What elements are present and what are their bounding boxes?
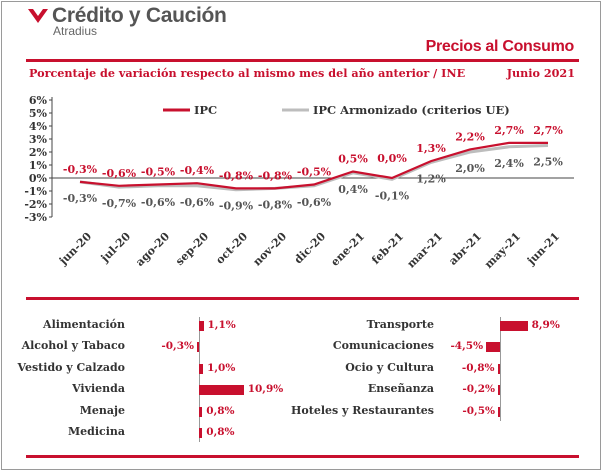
y-tick-label: 4% xyxy=(29,120,48,133)
bar-value-label: 1,1% xyxy=(207,318,236,331)
bar xyxy=(486,342,500,353)
x-tick-label: oct-20 xyxy=(213,230,250,267)
ipc-data-label: -0,6% xyxy=(102,167,137,180)
ipca-data-label: -0,3% xyxy=(63,192,98,205)
x-tick-label: jul-20 xyxy=(98,230,134,266)
y-tick-label: 2% xyxy=(29,146,48,159)
bar-value-label: 8,9% xyxy=(531,318,560,331)
ipc-data-label: -0,4% xyxy=(180,164,215,177)
bar xyxy=(497,363,500,374)
ipca-data-label: -0,6% xyxy=(297,196,332,209)
chart-subtitle: Porcentaje de variación respecto al mism… xyxy=(29,66,466,80)
bar-category-label: Transporte xyxy=(366,317,434,331)
bar xyxy=(498,385,500,396)
x-tick-label: abr-21 xyxy=(446,230,484,268)
bar xyxy=(199,320,204,331)
ipc-data-label: 1,3% xyxy=(416,142,446,155)
bar-category-label: Alimentación xyxy=(43,317,125,331)
y-tick-label: -3% xyxy=(24,211,47,224)
ipc-data-label: 2,2% xyxy=(455,130,485,143)
x-tick-label: jun-21 xyxy=(524,230,562,268)
x-tick-label: sep-20 xyxy=(173,230,211,268)
chart-period: Junio 2021 xyxy=(506,66,575,80)
bar xyxy=(199,363,204,374)
y-tick-label: -2% xyxy=(24,198,47,211)
ipca-data-label: -0,1% xyxy=(375,189,410,202)
bar xyxy=(199,385,244,396)
bar-category-label: Alcohol y Tabaco xyxy=(21,339,125,353)
bar-value-label: -0,5% xyxy=(462,404,495,417)
series-ipca-line xyxy=(79,144,549,192)
ipc-data-label: 2,7% xyxy=(494,124,524,137)
ipca-data-label: -0,6% xyxy=(180,196,215,209)
series-ipc-line xyxy=(79,141,548,190)
y-tick-label: -1% xyxy=(24,185,47,198)
y-tick-label: 0% xyxy=(29,172,48,185)
ipca-data-label: 0,4% xyxy=(338,183,368,196)
ipc-data-label: 2,7% xyxy=(533,124,563,137)
x-tick-label: jun-20 xyxy=(56,230,94,268)
x-tick-label: may-21 xyxy=(482,230,523,271)
bar-category-label: Comunicaciones xyxy=(332,339,434,353)
y-tick-label: 6% xyxy=(29,94,48,107)
bar-value-label: 1,0% xyxy=(207,361,236,374)
ipca-data-label: -0,7% xyxy=(102,197,137,210)
bar xyxy=(199,428,203,439)
bar-value-label: -4,5% xyxy=(450,340,484,353)
ipc-data-label: 0,5% xyxy=(338,153,368,166)
ipc-data-label: -0,5% xyxy=(297,166,332,179)
bar-value-label: 0,8% xyxy=(206,404,235,417)
ipca-data-label: 1,2% xyxy=(416,172,446,185)
ipca-data-label: -0,6% xyxy=(141,196,176,209)
y-tick-label: 3% xyxy=(29,133,48,146)
bar xyxy=(199,406,203,417)
y-tick-label: 1% xyxy=(29,159,48,172)
bar xyxy=(498,406,500,417)
bottom-rule xyxy=(26,455,579,458)
bar-category-label: Hoteles y Restaurantes xyxy=(291,403,434,417)
ipca-data-label: -0,8% xyxy=(258,198,293,211)
ipc-data-label: -0,8% xyxy=(219,169,254,182)
x-tick-label: nov-20 xyxy=(251,230,290,269)
bar-value-label: 0,8% xyxy=(206,426,235,439)
x-tick-label: ene-21 xyxy=(328,230,367,269)
line-chart: -3%-2%-1%0%1%2%3%4%5%6% jun-20 jul-20 ago-2… xyxy=(24,94,574,271)
bar-zero-axis xyxy=(500,317,501,421)
bar-zero-axis xyxy=(199,317,200,442)
bar-category-label: Vivienda xyxy=(72,382,125,396)
bar xyxy=(500,320,528,331)
ipc-data-label: -0,5% xyxy=(141,166,176,179)
x-tick-label: ago-20 xyxy=(133,230,172,269)
bar-category-label: Medicina xyxy=(67,425,125,439)
y-tick-label: 5% xyxy=(29,107,48,120)
ipca-data-label: -0,9% xyxy=(219,200,254,213)
bar-category-label: Vestido y Calzado xyxy=(17,360,125,374)
ipca-data-label: 2,0% xyxy=(455,162,485,175)
ipc-data-label: 0,0% xyxy=(377,152,407,165)
x-tick-label: dic-20 xyxy=(292,230,329,267)
ipc-data-label: -0,3% xyxy=(63,163,98,176)
ipca-data-label: 2,5% xyxy=(533,156,563,169)
bar-category-label: Menaje xyxy=(79,403,125,417)
legend-ipc-label: IPC xyxy=(194,103,217,117)
bar-value-label: -0,2% xyxy=(462,383,495,396)
x-tick-label: mar-21 xyxy=(405,230,446,271)
middle-rule xyxy=(26,297,579,300)
ipca-data-label: 2,4% xyxy=(494,157,524,170)
x-tick-label: feb-21 xyxy=(369,230,406,267)
ipc-data-label: -0,8% xyxy=(258,169,293,182)
bar-category-label: Enseñanza xyxy=(367,382,434,396)
brand-name: Crédito y Caución xyxy=(52,4,227,27)
bar-value-label: 10,9% xyxy=(247,383,284,396)
bar-category-label: Ocio y Cultura xyxy=(345,360,434,374)
brand-logo-icon xyxy=(28,9,48,23)
brand-subname: Atradius xyxy=(53,24,98,38)
bar-value-label: -0,8% xyxy=(461,361,495,374)
top-rule xyxy=(26,59,579,62)
legend-ipca-label: IPC Armonizado (criterios UE) xyxy=(313,103,510,117)
report-title: Precios al Consumo xyxy=(425,38,575,55)
bar-value-label: -0,3% xyxy=(161,340,194,353)
bar xyxy=(197,342,199,353)
